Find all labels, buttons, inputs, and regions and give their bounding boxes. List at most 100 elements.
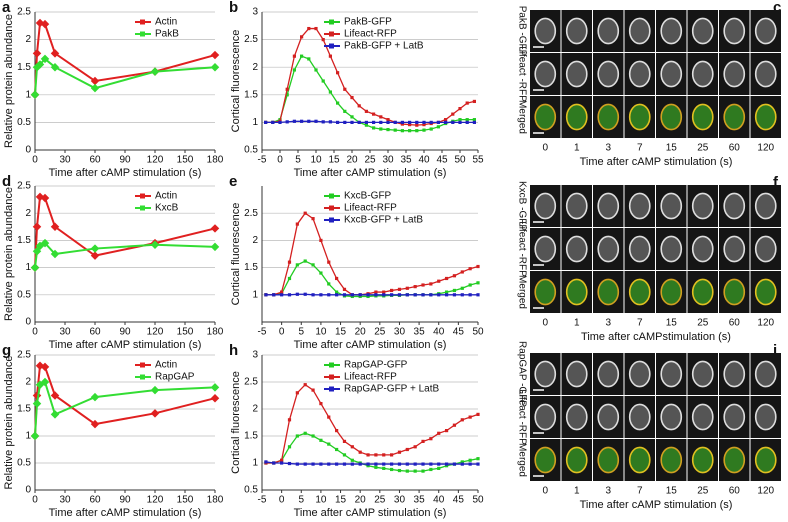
x-axis-title: Time after cAMP stimulation (s) bbox=[49, 339, 202, 351]
marker bbox=[415, 120, 419, 124]
marker bbox=[90, 419, 100, 429]
cell bbox=[565, 278, 588, 306]
cell bbox=[691, 360, 714, 388]
marker bbox=[364, 120, 368, 124]
legend-marker bbox=[140, 205, 145, 211]
y-tick-label: 1.5 bbox=[17, 62, 31, 73]
row-label: Lifeact -RFP bbox=[516, 221, 527, 277]
cell bbox=[597, 192, 620, 220]
marker bbox=[379, 120, 383, 124]
time-label: 0 bbox=[542, 143, 548, 154]
x-tick-label: 0 bbox=[279, 495, 285, 506]
marker bbox=[30, 431, 40, 441]
panel-letter: h bbox=[229, 342, 238, 359]
marker bbox=[327, 260, 331, 264]
y-tick-label: 1 bbox=[252, 289, 258, 300]
marker bbox=[422, 120, 426, 124]
legend-marker bbox=[140, 193, 145, 199]
marker bbox=[415, 123, 419, 127]
marker bbox=[210, 242, 220, 252]
y-tick-label: 2 bbox=[25, 377, 31, 388]
marker bbox=[280, 458, 284, 462]
legend-marker bbox=[140, 362, 145, 368]
legend-marker bbox=[140, 31, 145, 37]
marker bbox=[393, 120, 397, 124]
marker bbox=[452, 293, 457, 297]
time-label: 25 bbox=[697, 318, 709, 329]
marker bbox=[400, 122, 404, 126]
x-tick-label: 40 bbox=[433, 327, 445, 338]
marker bbox=[311, 434, 315, 438]
marker bbox=[405, 293, 409, 297]
marker bbox=[415, 129, 419, 133]
panel-letter: a bbox=[2, 0, 11, 16]
marker bbox=[444, 464, 449, 468]
cell bbox=[754, 192, 777, 220]
time-label: 25 bbox=[697, 486, 709, 497]
series-line bbox=[265, 461, 478, 465]
legend-label: Actin bbox=[155, 191, 177, 202]
marker bbox=[350, 294, 354, 299]
x-tick-label: 40 bbox=[433, 495, 445, 506]
marker bbox=[437, 293, 441, 297]
panel-letter: c bbox=[773, 0, 781, 16]
x-tick-label: 0 bbox=[277, 155, 283, 166]
cell bbox=[628, 403, 651, 431]
marker bbox=[444, 118, 448, 122]
marker bbox=[343, 109, 347, 113]
marker bbox=[422, 123, 426, 127]
marker bbox=[280, 290, 284, 294]
cell bbox=[723, 60, 746, 88]
marker bbox=[390, 288, 394, 293]
marker bbox=[314, 68, 318, 72]
row-label: PakB -GFP bbox=[516, 6, 527, 57]
x-axis-title: Time after cAMP stimulation (s) bbox=[294, 339, 447, 351]
marker bbox=[303, 462, 307, 466]
marker bbox=[90, 244, 100, 253]
marker bbox=[350, 293, 354, 297]
marker bbox=[32, 399, 42, 408]
marker bbox=[272, 293, 276, 297]
x-axis-title: Time after cAMP stimulation (s) bbox=[294, 507, 447, 519]
marker bbox=[210, 393, 220, 403]
x-axis-title: Time after cAMP stimulation (s) bbox=[580, 156, 733, 168]
marker bbox=[150, 409, 160, 418]
panel-letter: g bbox=[2, 342, 11, 359]
marker bbox=[405, 469, 409, 473]
marker bbox=[460, 460, 464, 464]
cell bbox=[754, 17, 777, 45]
marker bbox=[366, 464, 370, 468]
x-axis-title: Time after cAMPstimulation (s) bbox=[581, 331, 731, 343]
marker bbox=[328, 120, 332, 124]
legend-label: KxcB-GFP + LatB bbox=[344, 215, 423, 226]
marker bbox=[319, 238, 323, 242]
cell bbox=[691, 192, 714, 220]
marker bbox=[342, 293, 347, 297]
marker bbox=[397, 468, 402, 473]
marker bbox=[397, 293, 402, 297]
x-tick-label: 60 bbox=[89, 495, 101, 506]
marker bbox=[421, 439, 425, 443]
time-label: 1 bbox=[574, 143, 580, 154]
series-line bbox=[34, 241, 216, 268]
y-tick-label: 2.5 bbox=[17, 181, 31, 192]
marker bbox=[429, 282, 433, 286]
marker bbox=[327, 415, 331, 419]
x-tick-label: -5 bbox=[258, 155, 267, 166]
marker bbox=[358, 462, 362, 466]
marker bbox=[285, 87, 289, 91]
marker bbox=[436, 120, 440, 124]
marker bbox=[264, 120, 268, 124]
y-tick-label: 2 bbox=[25, 34, 31, 45]
y-tick-label: 0 bbox=[25, 317, 31, 328]
marker bbox=[285, 120, 289, 124]
marker bbox=[321, 38, 325, 42]
marker bbox=[335, 429, 339, 433]
cell bbox=[660, 17, 683, 45]
cell bbox=[597, 103, 620, 131]
marker bbox=[413, 469, 417, 473]
legend-label: PakB bbox=[155, 29, 179, 40]
cell bbox=[660, 60, 683, 88]
marker bbox=[287, 461, 292, 466]
legend-label: RapGAP bbox=[155, 372, 195, 383]
